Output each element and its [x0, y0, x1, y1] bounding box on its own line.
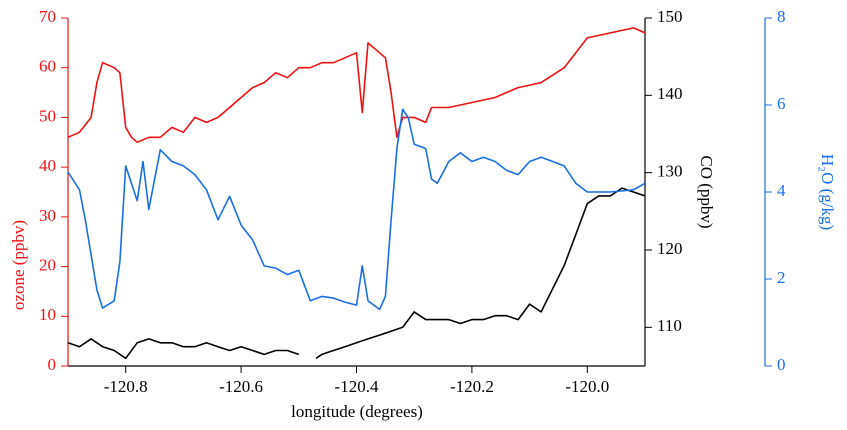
y2-tick-label: 120	[657, 239, 683, 258]
y-tick-label: 10	[39, 305, 56, 324]
x-tick-label: -120.0	[565, 377, 609, 396]
series-line	[67, 27, 646, 144]
y-tick-label: 20	[39, 255, 56, 274]
x-tick-label: -120.4	[335, 377, 379, 396]
y-tick-label: 50	[39, 106, 56, 125]
y3-tick-label: 6	[777, 94, 786, 113]
y-tick-label: 40	[39, 156, 56, 175]
y-axis-label: ozone (ppbv)	[9, 220, 28, 310]
series-line	[67, 108, 646, 311]
series-line	[67, 187, 646, 360]
y3-tick-label: 2	[777, 268, 786, 287]
x-axis-label: longitude (degrees)	[291, 402, 423, 421]
y2-tick-label: 130	[657, 162, 683, 181]
y3-tick-label: 8	[777, 7, 786, 26]
y2-axis-label: CO (ppbv)	[697, 155, 716, 228]
y-tick-label: 30	[39, 206, 56, 225]
x-tick-label: -120.8	[104, 377, 148, 396]
y2-tick-label: 150	[657, 7, 683, 26]
y-tick-label: 70	[39, 7, 56, 26]
x-tick-label: -120.6	[219, 377, 263, 396]
y2-tick-label: 140	[657, 84, 683, 103]
y2-tick-label: 110	[657, 316, 682, 335]
y3-axis-label: H₂O (g/kg)	[818, 154, 837, 230]
x-tick-label: -120.2	[450, 377, 494, 396]
y3-tick-label: 0	[777, 355, 786, 374]
y-tick-label: 0	[48, 355, 57, 374]
y-tick-label: 60	[39, 57, 56, 76]
y3-tick-label: 4	[777, 181, 786, 200]
